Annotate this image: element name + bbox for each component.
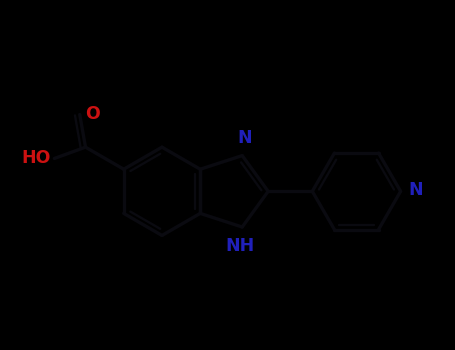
Text: HO: HO — [21, 149, 51, 167]
Text: O: O — [85, 105, 100, 122]
Text: N: N — [409, 181, 423, 200]
Text: NH: NH — [225, 237, 255, 255]
Text: N: N — [237, 129, 252, 147]
